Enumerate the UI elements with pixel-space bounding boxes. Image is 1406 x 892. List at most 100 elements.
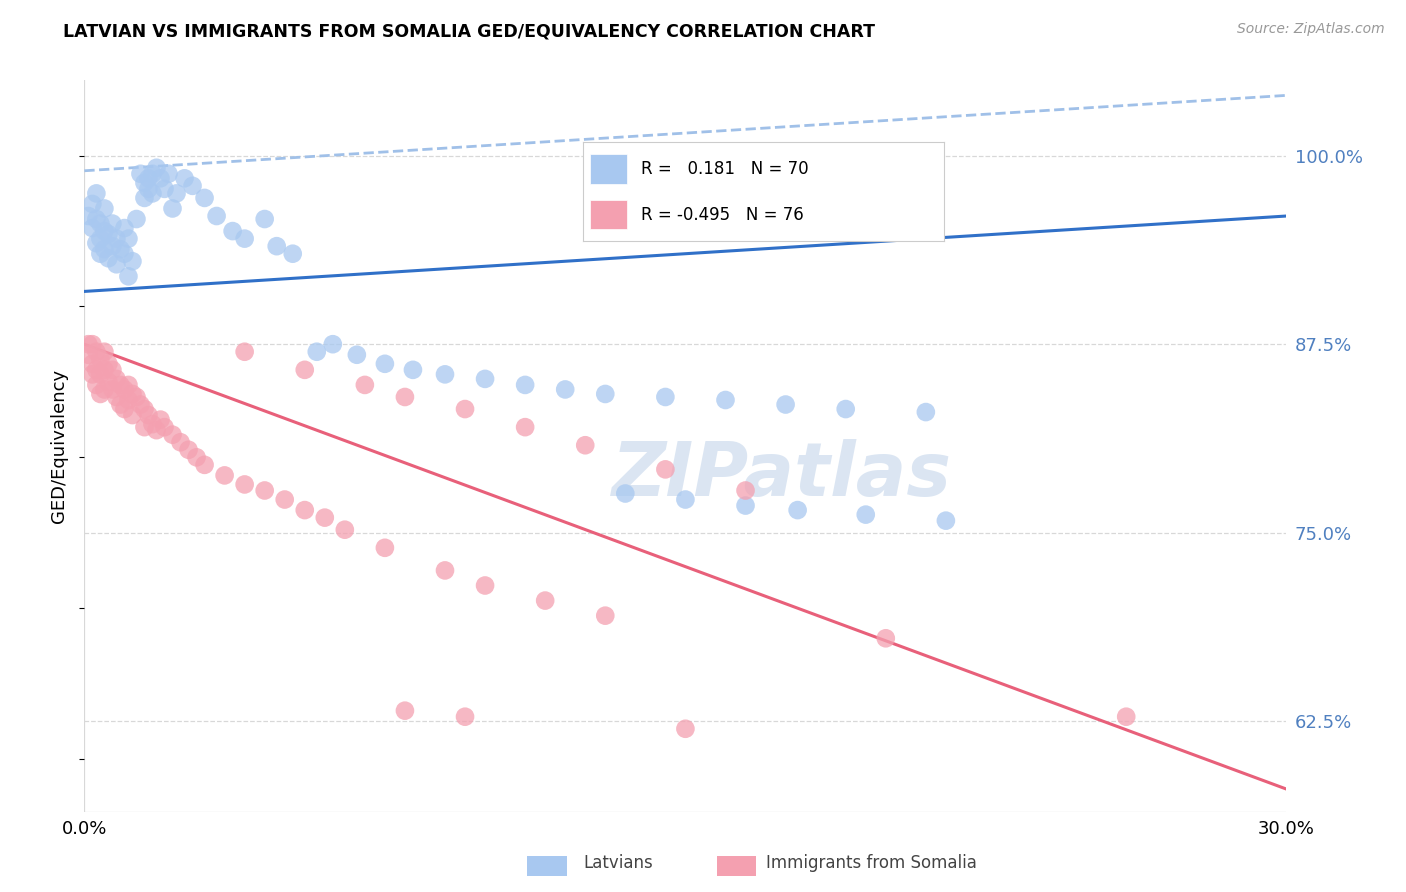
- Point: [181, 178, 204, 193]
- Point: [515, 378, 537, 392]
- Point: [266, 239, 288, 253]
- Point: [105, 232, 128, 246]
- Point: [935, 514, 957, 528]
- Point: [434, 368, 457, 382]
- Point: [221, 224, 243, 238]
- Point: [294, 503, 316, 517]
- Point: [89, 217, 111, 231]
- Point: [534, 593, 557, 607]
- Point: [117, 232, 139, 246]
- Point: [835, 402, 858, 417]
- Bar: [591, 200, 627, 229]
- Point: [93, 344, 115, 359]
- Point: [434, 563, 457, 577]
- Point: [162, 427, 184, 442]
- Point: [77, 348, 100, 362]
- Point: [93, 224, 115, 238]
- Point: [755, 835, 778, 849]
- Point: [121, 387, 143, 401]
- Point: [775, 398, 797, 412]
- Point: [110, 242, 132, 256]
- Point: [93, 202, 115, 216]
- Point: [86, 344, 108, 359]
- Point: [233, 344, 256, 359]
- Point: [134, 402, 156, 417]
- Point: [675, 492, 697, 507]
- Point: [454, 402, 477, 417]
- Point: [214, 468, 236, 483]
- Text: Source: ZipAtlas.com: Source: ZipAtlas.com: [1237, 22, 1385, 37]
- Point: [89, 232, 111, 246]
- Point: [141, 167, 163, 181]
- Point: [138, 171, 160, 186]
- Point: [129, 167, 152, 181]
- Point: [117, 269, 139, 284]
- Point: [855, 508, 877, 522]
- Point: [101, 383, 124, 397]
- Point: [474, 578, 496, 592]
- Point: [86, 378, 108, 392]
- Point: [233, 477, 256, 491]
- Point: [614, 486, 637, 500]
- Point: [82, 357, 104, 371]
- Point: [110, 378, 132, 392]
- Point: [346, 348, 368, 362]
- Point: [253, 212, 276, 227]
- Point: [734, 499, 756, 513]
- Point: [110, 398, 132, 412]
- Bar: [591, 154, 627, 184]
- Point: [89, 387, 111, 401]
- Point: [153, 420, 176, 434]
- Point: [114, 383, 135, 397]
- Point: [121, 408, 143, 422]
- Point: [402, 363, 425, 377]
- Point: [121, 254, 143, 268]
- Point: [194, 191, 217, 205]
- Point: [474, 372, 496, 386]
- Text: LATVIAN VS IMMIGRANTS FROM SOMALIA GED/EQUIVALENCY CORRELATION CHART: LATVIAN VS IMMIGRANTS FROM SOMALIA GED/E…: [63, 22, 876, 40]
- Point: [89, 246, 111, 260]
- Point: [134, 420, 156, 434]
- Text: Latvians: Latvians: [583, 855, 654, 872]
- Point: [101, 217, 124, 231]
- Point: [515, 420, 537, 434]
- Point: [574, 438, 596, 452]
- Point: [915, 405, 938, 419]
- Point: [114, 246, 135, 260]
- Point: [138, 408, 160, 422]
- Point: [134, 176, 156, 190]
- Point: [734, 483, 756, 498]
- Point: [194, 458, 217, 472]
- Text: R =   0.181   N = 70: R = 0.181 N = 70: [641, 160, 808, 178]
- Point: [77, 209, 100, 223]
- Text: R = -0.495   N = 76: R = -0.495 N = 76: [641, 205, 804, 224]
- Point: [153, 182, 176, 196]
- Point: [595, 608, 617, 623]
- Point: [82, 197, 104, 211]
- Point: [149, 412, 172, 426]
- Point: [394, 390, 416, 404]
- Point: [233, 232, 256, 246]
- Point: [274, 492, 297, 507]
- Point: [82, 368, 104, 382]
- Point: [125, 212, 148, 227]
- Point: [253, 483, 276, 498]
- Point: [125, 390, 148, 404]
- Point: [117, 378, 139, 392]
- Text: Immigrants from Somalia: Immigrants from Somalia: [766, 855, 977, 872]
- Point: [166, 186, 188, 201]
- Point: [82, 337, 104, 351]
- Point: [1115, 709, 1137, 723]
- Point: [97, 252, 120, 266]
- Point: [97, 357, 120, 371]
- Point: [134, 191, 156, 205]
- Point: [149, 171, 172, 186]
- Point: [157, 167, 180, 181]
- Point: [86, 236, 108, 251]
- Point: [129, 398, 152, 412]
- Point: [173, 171, 195, 186]
- Point: [394, 704, 416, 718]
- Point: [117, 392, 139, 407]
- Point: [675, 722, 697, 736]
- Point: [114, 221, 135, 235]
